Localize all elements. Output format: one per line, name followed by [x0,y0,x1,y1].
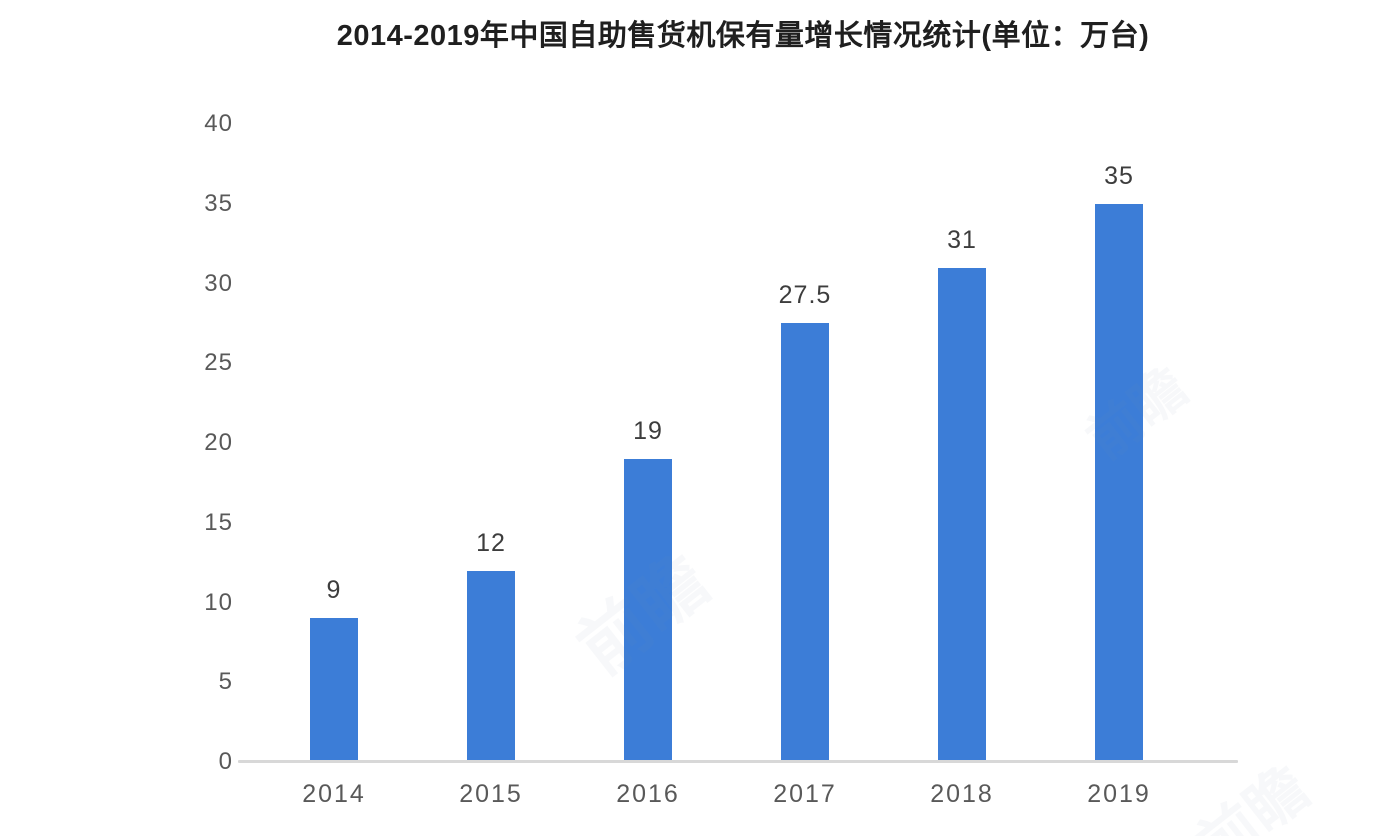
bar-value-label: 9 [326,576,342,605]
x-axis-tick-label: 2014 [302,780,366,808]
x-axis-tick-label: 2019 [1087,780,1151,808]
x-axis-tick-label: 2015 [459,780,523,808]
x-axis-line [238,760,1238,763]
bar-value-label: 12 [476,528,506,557]
y-axis-tick-label: 15 [204,508,233,536]
y-axis-tick-label: 30 [204,269,233,297]
bar-value-label: 27.5 [778,281,832,310]
bar-value-label: 31 [947,225,977,254]
bar-2015 [467,570,515,762]
y-axis-tick-label: 25 [204,349,233,377]
y-axis-tick-label: 20 [204,429,233,456]
chart-title: 2014-2019年中国自助售货机保有量增长情况统计(单位：万台) [336,20,1150,52]
y-axis-tick-label: 10 [204,588,233,616]
y-axis-tick-label: 0 [218,748,233,775]
bar-2014 [310,618,358,762]
bar-value-label: 35 [1104,161,1134,190]
x-axis-tick-label: 2017 [773,780,837,808]
bar-2016 [624,458,672,762]
y-axis-tick-label: 5 [218,668,233,696]
bar-2017 [781,323,829,762]
x-axis-tick-label: 2018 [930,780,994,808]
bar-2019 [1095,203,1143,762]
bar-value-label: 19 [633,416,663,445]
bar-2018 [938,267,986,762]
x-axis-tick-label: 2016 [616,780,680,808]
y-axis-tick-label: 40 [204,110,233,137]
y-axis-tick-label: 35 [204,189,233,217]
